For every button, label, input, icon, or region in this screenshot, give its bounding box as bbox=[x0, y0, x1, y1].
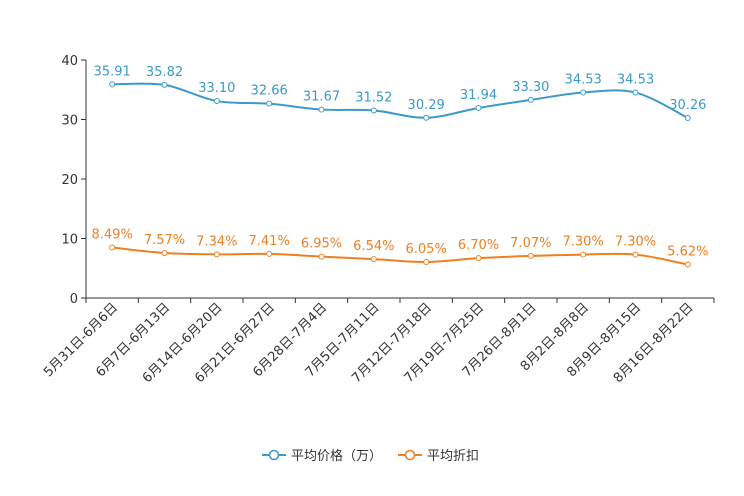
data-label: 30.26 bbox=[669, 98, 706, 113]
data-label: 8.49% bbox=[92, 227, 133, 242]
data-point bbox=[370, 256, 377, 263]
data-point bbox=[266, 100, 273, 107]
data-label: 7.41% bbox=[249, 234, 290, 249]
data-point bbox=[109, 81, 116, 88]
series-line bbox=[112, 82, 689, 119]
data-point bbox=[370, 107, 377, 114]
data-point bbox=[423, 114, 430, 121]
legend-swatch-marker bbox=[404, 449, 416, 461]
data-point bbox=[475, 104, 482, 111]
y-tick-label: 30 bbox=[61, 114, 78, 129]
data-label: 7.34% bbox=[196, 234, 237, 249]
y-tick-label: 0 bbox=[70, 292, 78, 307]
data-point bbox=[213, 98, 220, 105]
data-point bbox=[527, 96, 534, 103]
data-label: 6.05% bbox=[406, 242, 447, 257]
data-label: 35.91 bbox=[94, 64, 131, 79]
data-point bbox=[527, 252, 534, 259]
y-tick-label: 40 bbox=[61, 54, 78, 69]
data-label: 31.67 bbox=[303, 90, 340, 105]
data-point bbox=[161, 249, 168, 256]
data-label: 33.30 bbox=[512, 80, 549, 95]
data-point bbox=[684, 261, 691, 268]
y-tick-label: 10 bbox=[61, 233, 78, 248]
legend-item-average-price[interactable]: 平均价格（万） bbox=[262, 448, 382, 464]
data-point bbox=[266, 250, 273, 257]
data-point bbox=[632, 89, 639, 96]
data-label: 7.30% bbox=[615, 235, 656, 250]
legend-label: 平均折扣 bbox=[427, 449, 479, 464]
data-label: 5.62% bbox=[667, 245, 708, 260]
series-average-price: 35.91 35.82 33.10 32.66 31.67 31.52 30.29 31.94… bbox=[94, 64, 706, 121]
data-label: 6.54% bbox=[353, 239, 394, 254]
data-label: 6.70% bbox=[458, 238, 499, 253]
data-point bbox=[318, 253, 325, 260]
data-point bbox=[318, 106, 325, 113]
legend-label: 平均价格（万） bbox=[291, 448, 382, 464]
data-point bbox=[632, 251, 639, 258]
legend-swatch-marker bbox=[268, 449, 280, 461]
data-label: 33.10 bbox=[198, 81, 235, 96]
data-point bbox=[109, 244, 116, 251]
data-label: 35.82 bbox=[146, 65, 183, 80]
data-point bbox=[213, 251, 220, 258]
chart-legend[interactable]: 平均价格（万） 平均折扣 bbox=[262, 448, 479, 464]
data-label: 31.52 bbox=[355, 90, 392, 105]
data-label: 31.94 bbox=[460, 88, 497, 103]
data-label: 7.07% bbox=[510, 236, 551, 251]
data-point bbox=[580, 89, 587, 96]
data-point bbox=[684, 114, 691, 121]
data-point bbox=[423, 259, 430, 266]
legend-item-average-discount[interactable]: 平均折扣 bbox=[398, 449, 479, 464]
data-label: 30.29 bbox=[408, 98, 445, 113]
data-label: 6.95% bbox=[301, 237, 342, 252]
data-label: 32.66 bbox=[251, 84, 288, 99]
data-point bbox=[580, 251, 587, 258]
series-line bbox=[112, 246, 689, 266]
chart-series: 35.91 35.82 33.10 32.66 31.67 31.52 30.29 31.94… bbox=[92, 64, 708, 268]
data-point bbox=[475, 255, 482, 262]
data-label: 7.57% bbox=[144, 233, 185, 248]
data-label: 34.53 bbox=[617, 73, 654, 88]
y-tick-label: 20 bbox=[61, 173, 78, 188]
series-average-discount: 8.49% 7.57% 7.34% 7.41% 6.95% 6.54% 6.05% 6.70%… bbox=[92, 227, 708, 268]
data-label: 7.30% bbox=[563, 235, 604, 250]
data-label: 34.53 bbox=[565, 73, 602, 88]
data-point bbox=[161, 81, 168, 88]
